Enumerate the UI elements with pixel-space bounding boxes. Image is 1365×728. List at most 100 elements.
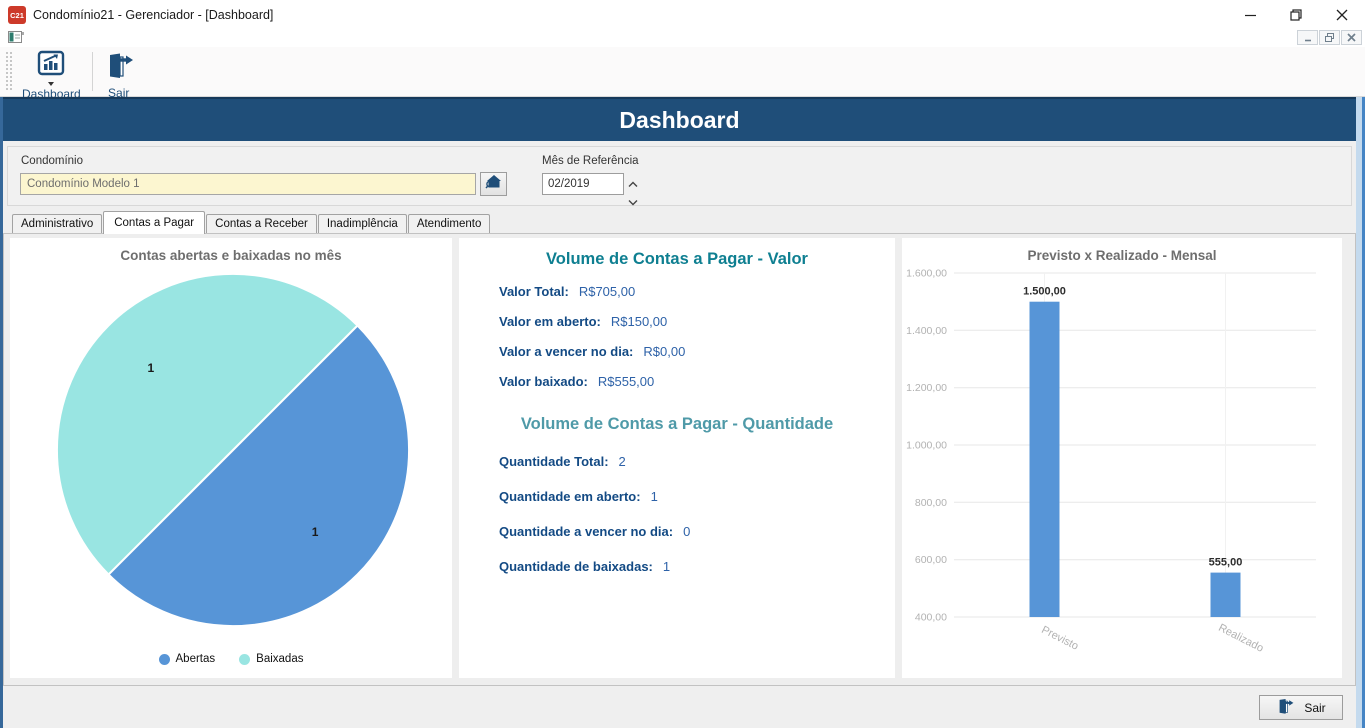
- valor-total-value: R$705,00: [578, 284, 636, 299]
- mes-spinner: [628, 173, 642, 206]
- mdi-document-icon[interactable]: [8, 31, 24, 49]
- condominio-input[interactable]: [20, 173, 476, 195]
- quantidade-em-aberto-label: Quantidade em aberto:: [499, 489, 641, 504]
- mdi-minimize-button[interactable]: [1297, 30, 1318, 45]
- svg-text:Realizado: Realizado: [1216, 622, 1265, 655]
- valor-baixado-row: Valor baixado: R$555,00: [459, 359, 895, 389]
- sair-footer-label: Sair: [1304, 700, 1326, 715]
- spinner-up-icon[interactable]: [628, 175, 642, 193]
- svg-text:Previsto: Previsto: [1039, 624, 1080, 653]
- legend-label-baixadas: Baixadas: [256, 653, 304, 665]
- volume-quantidade-heading: Volume de Contas a Pagar - Quantidade: [520, 415, 834, 433]
- valor-total-label: Valor Total:: [499, 284, 569, 299]
- quantidade-baixadas-value: 1: [662, 559, 671, 574]
- svg-text:1.400,00: 1.400,00: [906, 325, 947, 337]
- exit-door-icon: [104, 52, 134, 85]
- quantidade-total-label: Quantidade Total:: [499, 454, 609, 469]
- window-controls: [1227, 0, 1365, 30]
- svg-text:400,00: 400,00: [915, 612, 947, 624]
- toolbar: Dashboard Sair: [0, 47, 1365, 101]
- mdi-menu-row: [0, 30, 1365, 47]
- window-title: Condomínio21 - Gerenciador - [Dashboard]: [33, 8, 274, 22]
- tab-strip: Administrativo Contas a Pagar Contas a R…: [3, 209, 1356, 234]
- volume-valor-heading: Volume de Contas a Pagar - Valor: [546, 250, 808, 268]
- valor-em-aberto-value: R$150,00: [610, 314, 668, 329]
- spinner-down-icon[interactable]: [628, 193, 642, 211]
- volume-panel: Volume de Contas a Pagar - Valor Valor T…: [459, 238, 895, 678]
- tab-atendimento[interactable]: Atendimento: [407, 214, 491, 233]
- restore-button[interactable]: [1273, 0, 1319, 30]
- sair-footer-button[interactable]: Sair: [1259, 695, 1343, 720]
- quantidade-em-aberto-value: 1: [650, 489, 658, 504]
- mdi-window-controls: [1297, 30, 1362, 45]
- quantidade-baixadas-row: Quantidade de baixadas: 1: [459, 539, 895, 574]
- house-search-icon: [485, 174, 502, 194]
- valor-a-vencer-row: Valor a vencer no dia: R$0,00: [459, 329, 895, 359]
- svg-text:555,00: 555,00: [1209, 557, 1243, 569]
- pie-chart-title: Contas abertas e baixadas no mês: [120, 248, 342, 263]
- page-header: Dashboard: [3, 97, 1356, 141]
- exit-door-icon-small: [1276, 698, 1294, 718]
- svg-text:1.600,00: 1.600,00: [906, 268, 947, 280]
- bar-chart: 400,00 600,00 800,00 1.000,00 1.200,00 1.400,…: [906, 268, 1316, 655]
- tab-administrativo[interactable]: Administrativo: [12, 214, 103, 233]
- mes-referencia-label: Mês de Referência: [542, 155, 639, 167]
- baixadas-dot-icon: [239, 653, 251, 665]
- quantidade-em-aberto-row: Quantidade em aberto: 1: [459, 469, 895, 504]
- mes-referencia-input[interactable]: [542, 173, 624, 195]
- app-icon: C21: [8, 6, 26, 24]
- dashboard-button[interactable]: Dashboard: [14, 47, 89, 101]
- footer-bar: Sair: [3, 686, 1356, 728]
- valor-baixado-value: R$555,00: [597, 374, 655, 389]
- valor-a-vencer-label: Valor a vencer no dia:: [499, 344, 634, 359]
- page-title: Dashboard: [619, 106, 740, 133]
- mdi-close-button[interactable]: [1341, 30, 1362, 45]
- quantidade-a-vencer-value: 0: [683, 524, 691, 539]
- mdi-child-window: Dashboard Condomínio Mês de Referência: [0, 97, 1365, 728]
- quantidade-total-value: 2: [618, 454, 626, 469]
- bar-chart-panel: Previsto x Realizado - Mensal 400,00 600,…: [902, 238, 1342, 678]
- abertas-dot-icon: [158, 653, 170, 665]
- condominio-search-button[interactable]: [480, 172, 507, 196]
- sair-button-label: Sair: [108, 86, 130, 100]
- sair-toolbar-button[interactable]: Sair: [96, 47, 142, 100]
- dashboard-dropdown-caret: [48, 82, 55, 86]
- valor-em-aberto-row: Valor em aberto: R$150,00: [459, 299, 895, 329]
- svg-text:1.500,00: 1.500,00: [1023, 286, 1066, 298]
- tab-contas-a-receber[interactable]: Contas a Receber: [206, 214, 317, 233]
- bar-chart-title: Previsto x Realizado - Mensal: [1027, 248, 1217, 263]
- valor-em-aberto-label: Valor em aberto:: [499, 314, 601, 329]
- pie-chart: 11: [55, 272, 411, 628]
- legend-label-abertas: Abertas: [175, 653, 216, 665]
- toolbar-separator: [91, 52, 93, 91]
- legend-item-abertas[interactable]: Abertas: [158, 653, 216, 665]
- quantidade-baixadas-label: Quantidade de baixadas:: [499, 559, 653, 574]
- valor-baixado-label: Valor baixado:: [499, 374, 588, 389]
- minimize-button[interactable]: [1227, 0, 1273, 30]
- dashboard-chart-icon: [37, 50, 65, 81]
- valor-a-vencer-value: R$0,00: [643, 344, 686, 359]
- mdi-restore-button[interactable]: [1319, 30, 1340, 45]
- svg-text:1: 1: [148, 361, 155, 375]
- pie-legend: Abertas Baixadas: [10, 645, 452, 673]
- svg-text:1.200,00: 1.200,00: [906, 382, 947, 394]
- condominio-label: Condomínio: [21, 155, 84, 167]
- legend-item-baixadas[interactable]: Baixadas: [239, 653, 303, 665]
- toolbar-grip[interactable]: [5, 51, 12, 92]
- title-bar: C21 Condomínio21 - Gerenciador - [Dashbo…: [0, 0, 1365, 30]
- svg-text:1.000,00: 1.000,00: [906, 440, 947, 452]
- filter-bar: Condomínio Mês de Referência: [7, 146, 1352, 206]
- svg-text:800,00: 800,00: [915, 497, 947, 509]
- tab-contas-a-pagar[interactable]: Contas a Pagar: [103, 211, 206, 234]
- tab-inadimplencia[interactable]: Inadimplência: [317, 214, 407, 233]
- valor-total-row: Valor Total: R$705,00: [459, 269, 895, 299]
- quantidade-a-vencer-row: Quantidade a vencer no dia: 0: [459, 504, 895, 539]
- quantidade-a-vencer-label: Quantidade a vencer no dia:: [499, 524, 674, 539]
- quantidade-total-row: Quantidade Total: 2: [459, 434, 895, 469]
- close-button[interactable]: [1319, 0, 1365, 30]
- svg-text:1: 1: [312, 525, 319, 539]
- filter-section: Condomínio Mês de Referência: [3, 141, 1356, 209]
